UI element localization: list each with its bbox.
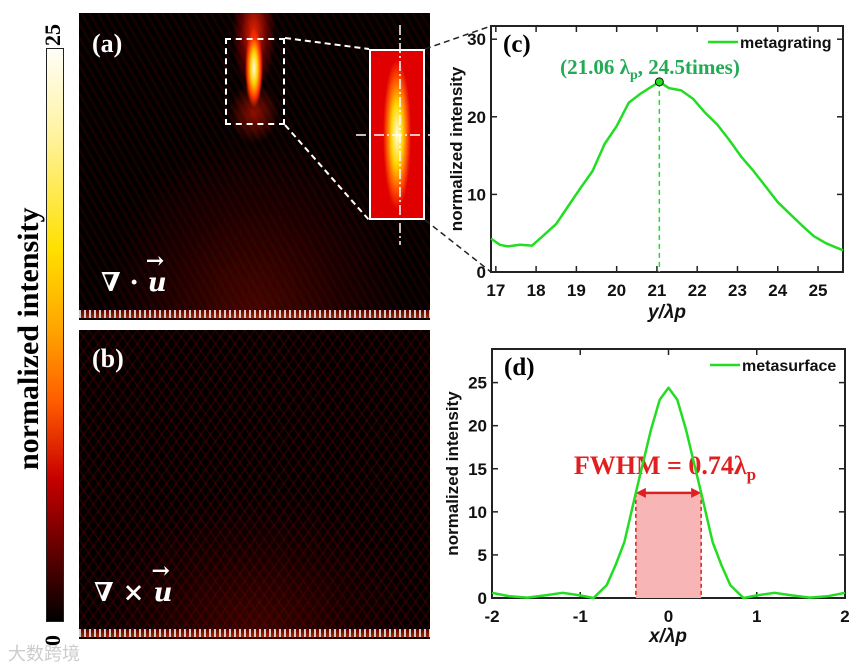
legend-entry: metasurface: [742, 358, 836, 375]
operator: ∇ ×: [94, 578, 145, 608]
connector-line: [284, 37, 370, 50]
panel-label-b: (b): [92, 344, 124, 373]
connector-line: [284, 124, 370, 221]
fwhm-subscript: p: [747, 465, 756, 484]
x-tick-label: 19: [567, 281, 586, 300]
y-tick-label: 20: [467, 108, 486, 127]
y-tick-label: 30: [467, 30, 486, 49]
x-tick-label: 21: [647, 281, 666, 300]
y-tick-label: 0: [477, 263, 486, 282]
fwhm-annotation: FWHM = 0.74λp: [574, 451, 756, 484]
peak-annotation-rest: , 24.5times): [638, 55, 740, 79]
peak-annotation: (21.06 λp, 24.5times): [560, 55, 740, 83]
connector-line: [424, 219, 492, 273]
panel-label: (c): [503, 31, 531, 58]
y-axis-label: normalized intensity: [447, 66, 466, 231]
heatmap-curl: (b) ∇ × u: [79, 330, 430, 639]
connector-line: [424, 25, 492, 50]
x-tick-label: 17: [486, 281, 505, 300]
metagrating-strip: [79, 629, 430, 637]
x-tick-label: 1: [752, 607, 761, 626]
x-tick-label: 20: [607, 281, 626, 300]
vector-u: u: [153, 578, 172, 608]
y-tick-label: 15: [468, 460, 487, 479]
y-tick-label: 10: [467, 185, 486, 204]
x-tick-label: 23: [728, 281, 747, 300]
vector-u: u: [148, 268, 167, 298]
x-tick-label: 25: [809, 281, 828, 300]
x-tick-label: 2: [840, 607, 849, 626]
divergence-label: ∇ · u: [101, 268, 167, 298]
x-tick-label: -1: [573, 607, 588, 626]
curl-label: ∇ × u: [94, 578, 172, 608]
y-axis-label: normalized intensity: [443, 391, 462, 556]
peak-point: [654, 77, 664, 87]
legend-entry: metagrating: [740, 35, 832, 52]
metagrating-strip: [79, 310, 430, 318]
x-tick-label: 18: [527, 281, 546, 300]
panel-label: (d): [504, 354, 535, 381]
y-tick-label: 5: [478, 546, 487, 565]
x-axis-label-d: x/λp: [648, 626, 688, 647]
y-tick-label: 20: [468, 417, 487, 436]
operator: ∇ ·: [101, 268, 139, 298]
colorbar: [46, 48, 64, 622]
y-tick-label: 10: [468, 503, 487, 522]
peak-subscript: p: [630, 68, 638, 83]
x-tick-label: -2: [484, 607, 499, 626]
x-tick-label: 22: [688, 281, 707, 300]
series-line: [491, 386, 846, 600]
watermark: 大数跨境: [8, 644, 80, 665]
panel-label-a: (a): [92, 29, 123, 58]
x-tick-label: 24: [768, 281, 787, 300]
x-tick-label: 0: [664, 607, 673, 626]
x-axis-label-c: y/λp: [647, 302, 687, 323]
fwhm-region: [635, 492, 702, 598]
y-tick-label: 0: [478, 589, 487, 608]
zoom-region-box: [225, 38, 285, 125]
y-tick-label: 25: [468, 374, 487, 393]
